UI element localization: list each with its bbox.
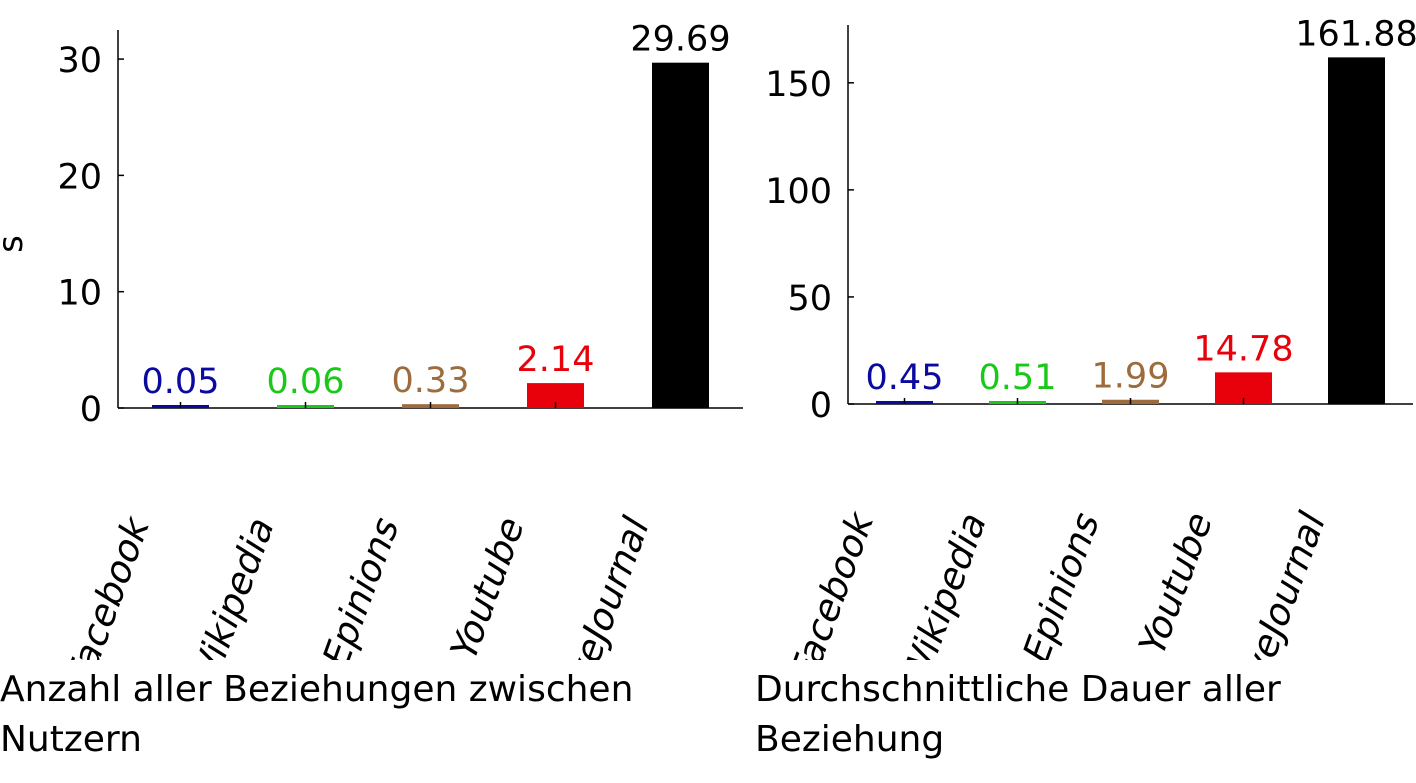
data-label: 0.06 <box>267 362 345 402</box>
y-tick-label: 0 <box>80 390 102 430</box>
x-tick-label: Facebook <box>783 502 880 660</box>
chart-left: 0 10 20 30 s 0.05 Facebook 0.06 Wikipedia 0.33 Epi… <box>0 20 743 660</box>
x-tick-label: Youtube <box>443 507 532 660</box>
y-axis-label: s <box>0 235 31 253</box>
caption-right: Durchschnittliche Dauer aller Beziehung <box>755 669 1281 760</box>
x-tick-label: Wikipedia <box>182 507 281 660</box>
x-tick-label: Epinions <box>315 507 406 660</box>
y-tick-label: 100 <box>765 172 832 212</box>
chart-right: 0 50 100 150 0.45 Facebook 0.51 Wikipedia 1.99 Ep… <box>765 14 1416 660</box>
data-label: 14.78 <box>1193 329 1293 369</box>
data-label: 1.99 <box>1092 357 1170 397</box>
bar-livejournal <box>652 62 709 408</box>
y-tick-label: 150 <box>765 65 832 105</box>
data-label: 29.69 <box>630 20 730 60</box>
caption-left: Anzahl aller Beziehungen zwischen Nutzer… <box>0 669 634 760</box>
y-tick-label: 0 <box>810 386 832 426</box>
data-label: 0.33 <box>392 361 470 401</box>
x-tick-label: LiveJournal <box>549 507 656 660</box>
y-tick-label: 50 <box>787 279 832 319</box>
data-label: 0.45 <box>866 358 944 398</box>
data-label: 161.88 <box>1295 14 1416 54</box>
bar-livejournal <box>1328 57 1385 404</box>
x-tick-label: LiveJournal <box>1225 502 1332 660</box>
x-tick-label: Epinions <box>1016 502 1107 660</box>
x-tick-label: Facebook <box>59 506 156 660</box>
x-tick-label: Youtube <box>1131 502 1220 660</box>
data-label: 2.14 <box>517 340 595 380</box>
y-tick-label: 20 <box>57 157 102 197</box>
y-tick-label: 30 <box>57 41 102 81</box>
data-label: 0.51 <box>979 358 1057 398</box>
x-tick-label: Wikipedia <box>894 502 993 660</box>
figure: 0 10 20 30 s 0.05 Facebook 0.06 Wikipedia 0.33 Epi… <box>0 14 1416 660</box>
y-tick-label: 10 <box>57 274 102 314</box>
data-label: 0.05 <box>142 362 220 402</box>
